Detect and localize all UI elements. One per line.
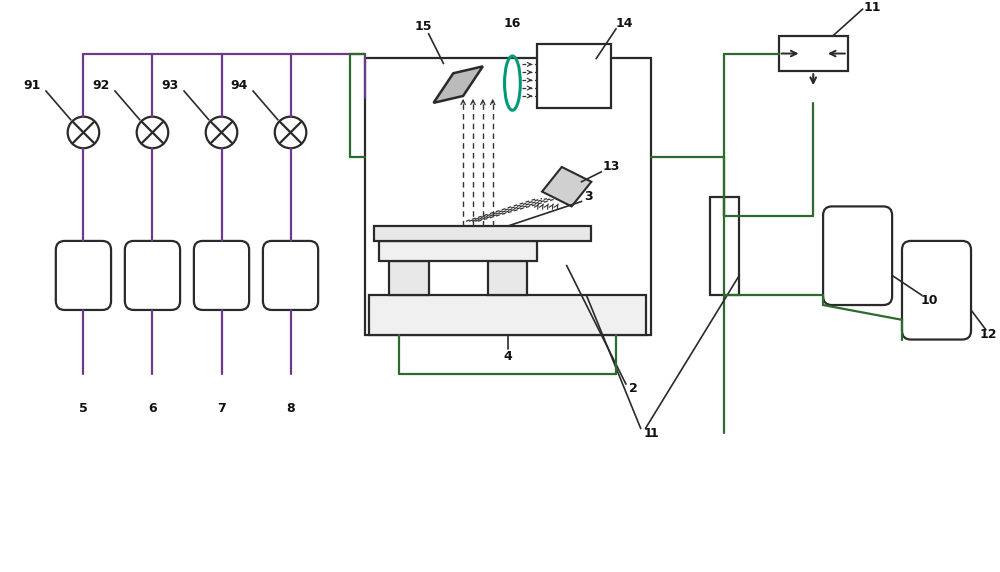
FancyBboxPatch shape <box>56 241 111 310</box>
Text: 94: 94 <box>231 78 248 92</box>
Text: 16: 16 <box>504 18 521 30</box>
Text: 15: 15 <box>415 21 432 33</box>
Text: 91: 91 <box>23 78 41 92</box>
Polygon shape <box>542 167 591 206</box>
Text: 1: 1 <box>649 427 658 440</box>
Bar <box>374 226 591 241</box>
Polygon shape <box>434 66 483 103</box>
Bar <box>488 261 527 295</box>
FancyBboxPatch shape <box>902 241 971 340</box>
Text: 13: 13 <box>602 161 620 173</box>
Text: 11: 11 <box>864 1 881 14</box>
Text: 2: 2 <box>629 382 638 395</box>
Text: 93: 93 <box>162 78 179 92</box>
Bar <box>379 241 537 261</box>
FancyBboxPatch shape <box>823 206 892 305</box>
Text: 8: 8 <box>286 402 295 415</box>
FancyBboxPatch shape <box>125 241 180 310</box>
FancyBboxPatch shape <box>263 241 318 310</box>
Bar <box>537 43 611 108</box>
Text: 14: 14 <box>615 18 633 30</box>
Bar <box>779 36 848 72</box>
Text: 3: 3 <box>584 190 593 203</box>
Text: 1: 1 <box>643 427 652 440</box>
Bar <box>389 261 429 295</box>
Text: 5: 5 <box>79 402 88 415</box>
Text: 10: 10 <box>921 293 938 307</box>
Text: 4: 4 <box>503 350 512 363</box>
Text: 92: 92 <box>93 78 110 92</box>
Bar <box>710 197 739 295</box>
FancyBboxPatch shape <box>194 241 249 310</box>
Bar <box>369 295 646 335</box>
Text: 6: 6 <box>148 402 157 415</box>
Text: 7: 7 <box>217 402 226 415</box>
Text: 12: 12 <box>980 328 998 341</box>
Bar <box>365 58 651 335</box>
